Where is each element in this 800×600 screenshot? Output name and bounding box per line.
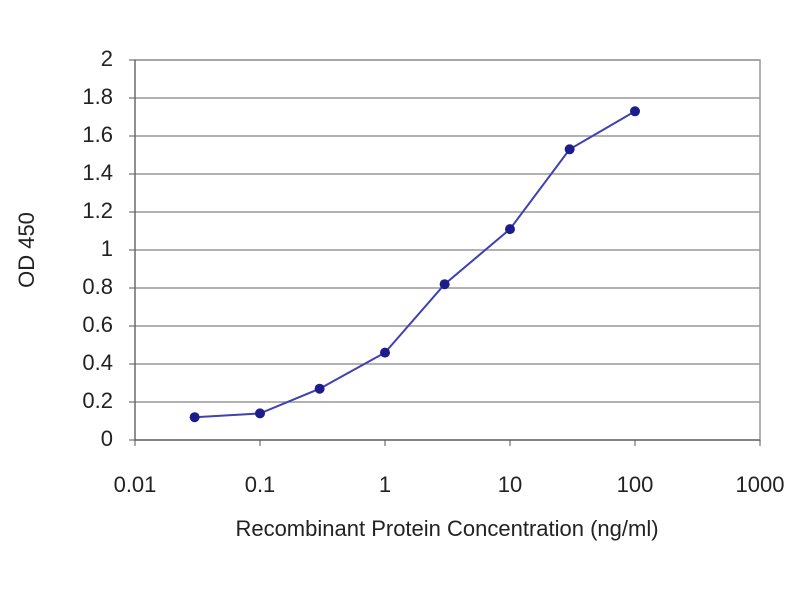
x-tick-label: 10 xyxy=(498,472,522,497)
y-tick-label: 1 xyxy=(101,236,113,261)
y-tick-label: 0.4 xyxy=(82,350,113,375)
x-tick-label: 1 xyxy=(379,472,391,497)
data-point xyxy=(564,144,575,155)
data-point xyxy=(314,383,325,394)
y-tick-label: 2 xyxy=(101,46,113,71)
y-tick-label: 1.8 xyxy=(82,84,113,109)
data-point xyxy=(505,224,515,235)
data-point xyxy=(439,279,450,290)
x-tick-label: 0.1 xyxy=(245,472,276,497)
series-line xyxy=(194,110,636,419)
x-tick-label: 0.01 xyxy=(114,472,157,497)
y-tick-label: 0 xyxy=(101,426,113,451)
y-tick-label: 0.8 xyxy=(82,274,113,299)
y-axis-label: OD 450 xyxy=(14,212,39,288)
data-point xyxy=(630,106,640,117)
data-point xyxy=(255,408,265,419)
x-tick-label: 1000 xyxy=(736,472,785,497)
y-tick-label: 1.6 xyxy=(82,122,113,147)
y-tick-label: 1.2 xyxy=(82,198,113,223)
y-tick-label: 0.6 xyxy=(82,312,113,337)
y-tick-label: 0.2 xyxy=(82,388,113,413)
x-axis-label: Recombinant Protein Concentration (ng/ml… xyxy=(235,516,658,541)
y-tick-label: 1.4 xyxy=(82,160,113,185)
x-tick-label: 100 xyxy=(617,472,654,497)
data-point xyxy=(380,347,390,358)
data-point xyxy=(189,412,200,423)
